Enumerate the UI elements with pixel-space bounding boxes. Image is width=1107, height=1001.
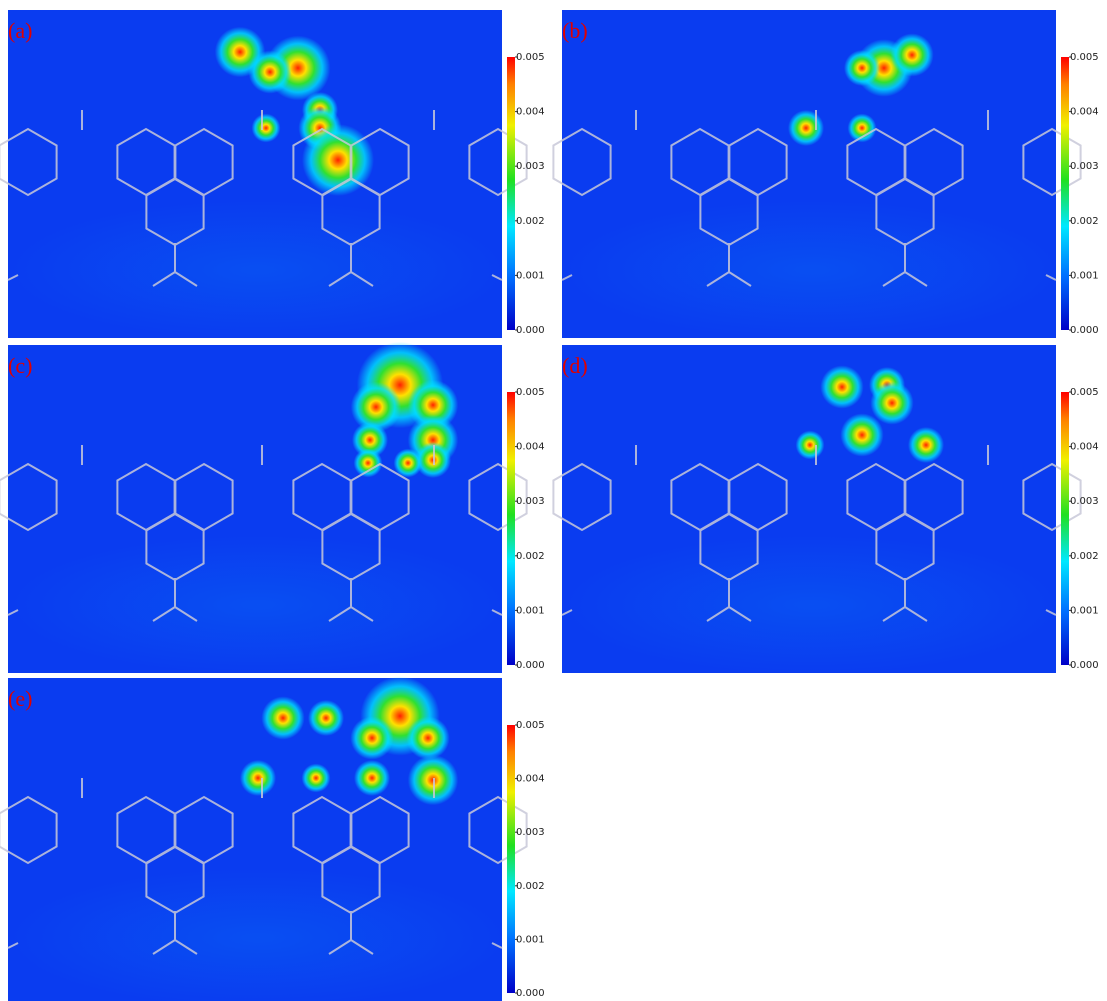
panel-label: (a) bbox=[8, 18, 32, 43]
colorbar-tick-label: 0.005 bbox=[516, 720, 545, 731]
panel-label: (d) bbox=[562, 353, 588, 378]
colorbar-tick-label: 0.005 bbox=[1070, 387, 1099, 398]
colorbar-tick-label: 0.000 bbox=[516, 660, 545, 671]
figure: (a) 0.005 0.004 0.003 0.002 0.001 0.000 (b) 0.00… bbox=[0, 0, 1107, 1001]
colorbar-tick-label: 0.002 bbox=[516, 881, 545, 892]
density-lobe bbox=[820, 365, 863, 408]
colorbar-tick-label: 0.001 bbox=[1070, 270, 1099, 281]
density-lobe bbox=[908, 427, 944, 463]
colorbar-tick-label: 0.001 bbox=[516, 605, 545, 616]
haze bbox=[8, 535, 508, 675]
panel: (b) 0.005 0.004 0.003 0.002 0.001 0.000 bbox=[553, 10, 1098, 340]
colorbar-tick-label: 0.004 bbox=[516, 442, 545, 453]
colorbar-tick-label: 0.005 bbox=[516, 387, 545, 398]
density-lobe bbox=[248, 50, 291, 93]
colorbar bbox=[1061, 392, 1069, 665]
density-lobe bbox=[350, 716, 393, 759]
colorbar-tick-label: 0.001 bbox=[516, 934, 545, 945]
colorbar-tick-label: 0.002 bbox=[1070, 216, 1099, 227]
colorbar-tick-label: 0.000 bbox=[516, 325, 545, 336]
colorbar-tick-label: 0.004 bbox=[1070, 107, 1099, 118]
colorbar-tick-label: 0.003 bbox=[516, 496, 545, 507]
haze bbox=[8, 200, 508, 340]
density-lobe bbox=[302, 764, 331, 793]
haze bbox=[562, 200, 1062, 340]
colorbar-tick-label: 0.004 bbox=[1070, 442, 1099, 453]
panel-label: (b) bbox=[562, 18, 588, 43]
colorbar-tick-label: 0.004 bbox=[516, 774, 545, 785]
panel-label: (e) bbox=[8, 686, 32, 711]
colorbar bbox=[507, 725, 515, 993]
colorbar-tick-label: 0.000 bbox=[1070, 325, 1099, 336]
colorbar-tick-label: 0.003 bbox=[1070, 161, 1099, 172]
density-lobe bbox=[240, 760, 276, 796]
density-lobe bbox=[844, 50, 880, 86]
colorbar-tick-label: 0.003 bbox=[516, 827, 545, 838]
density-lobe bbox=[354, 760, 390, 796]
density-lobe bbox=[788, 110, 824, 146]
density-lobe bbox=[840, 413, 883, 456]
panel: (e) 0.005 0.004 0.003 0.002 0.001 0.000 bbox=[0, 676, 545, 1001]
colorbar bbox=[507, 57, 515, 330]
density-lobe bbox=[354, 449, 383, 478]
panel: (c) 0.005 0.004 0.003 0.002 0.001 0.000 bbox=[0, 342, 545, 675]
colorbar-tick-label: 0.005 bbox=[1070, 52, 1099, 63]
colorbar-tick-label: 0.001 bbox=[1070, 605, 1099, 616]
density-lobe bbox=[394, 449, 423, 478]
colorbar-tick-label: 0.002 bbox=[516, 216, 545, 227]
colorbar-tick-label: 0.000 bbox=[1070, 660, 1099, 671]
haze bbox=[562, 535, 1062, 675]
density-lobe bbox=[870, 381, 913, 424]
colorbar-tick-label: 0.000 bbox=[516, 988, 545, 999]
colorbar bbox=[1061, 57, 1069, 330]
colorbar-tick-label: 0.003 bbox=[1070, 496, 1099, 507]
density-lobe bbox=[406, 716, 449, 759]
density-lobe bbox=[890, 33, 933, 76]
panel: (d) 0.005 0.004 0.003 0.002 0.001 0.000 bbox=[553, 345, 1098, 675]
panel-label: (c) bbox=[8, 353, 32, 378]
colorbar bbox=[507, 392, 515, 665]
colorbar-tick-label: 0.001 bbox=[516, 270, 545, 281]
colorbar-tick-label: 0.004 bbox=[516, 107, 545, 118]
density-lobe bbox=[796, 431, 825, 460]
density-lobe bbox=[252, 114, 281, 143]
colorbar-tick-label: 0.002 bbox=[1070, 551, 1099, 562]
density-lobe bbox=[308, 700, 344, 736]
colorbar-tick-label: 0.002 bbox=[516, 551, 545, 562]
colorbar-tick-label: 0.005 bbox=[516, 52, 545, 63]
panel: (a) 0.005 0.004 0.003 0.002 0.001 0.000 bbox=[0, 10, 545, 340]
colorbar-tick-label: 0.003 bbox=[516, 161, 545, 172]
density-lobe bbox=[261, 696, 304, 739]
